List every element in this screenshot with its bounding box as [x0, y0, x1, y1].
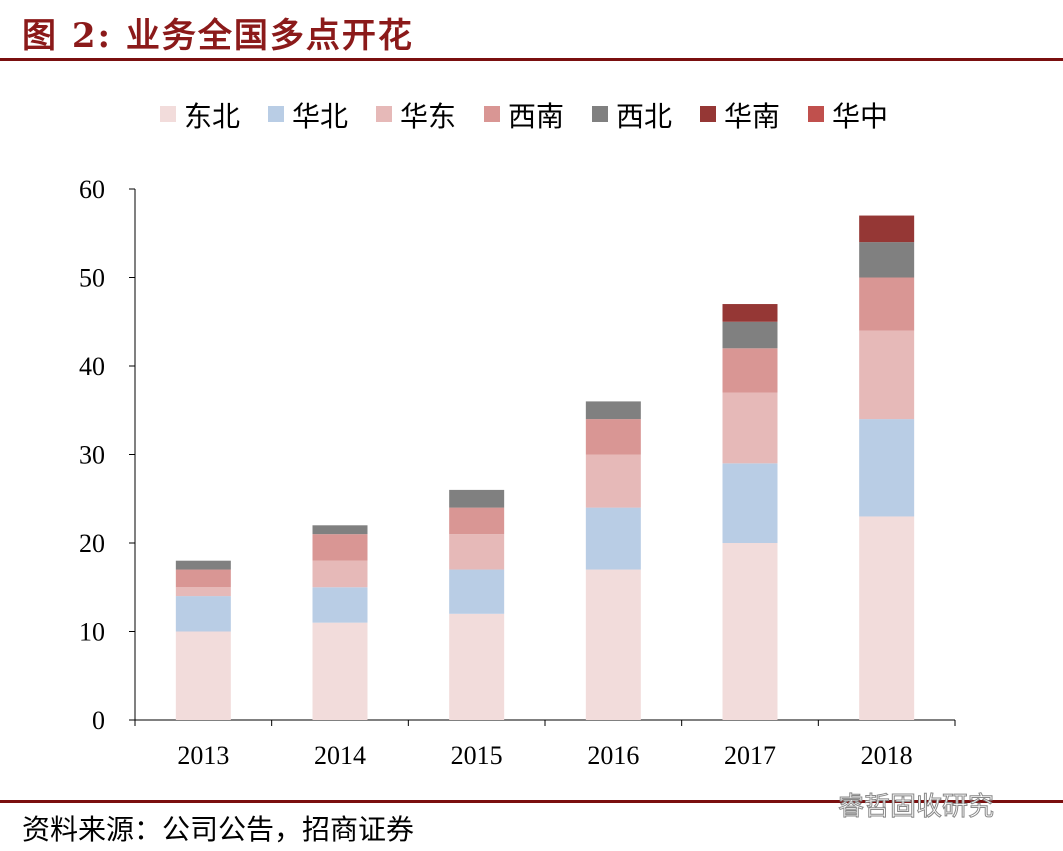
bar-segment-华东-2017	[722, 392, 778, 464]
bar-segment-华北-2016	[585, 507, 641, 570]
bar-segment-华东-2018	[859, 330, 915, 420]
bar-segment-华南-2018	[859, 215, 915, 243]
bar-segment-西南-2014	[312, 534, 368, 561]
legend-label: 西北	[616, 100, 672, 133]
bar-segment-东北-2016	[585, 569, 641, 720]
top-divider	[0, 58, 1063, 61]
legend-swatch	[268, 106, 284, 122]
bar-segment-西南-2016	[585, 419, 641, 455]
bar-segment-华南-2017	[722, 304, 778, 322]
x-tick-label: 2017	[724, 741, 776, 770]
bar-segment-东北-2013	[175, 631, 231, 720]
legend-item: 华中	[808, 100, 888, 133]
y-tick-label: 50	[79, 264, 105, 293]
bar-segment-东北-2017	[722, 543, 778, 720]
legend-label: 东北	[184, 100, 240, 133]
bar-segment-华北-2013	[175, 596, 231, 632]
legend-item: 西北	[592, 100, 672, 133]
bar-segment-西北-2015	[449, 489, 505, 508]
bar-segment-西南-2018	[859, 277, 915, 331]
figure-title: 图 2: 业务全国多点开花	[22, 16, 414, 56]
y-tick-label: 20	[79, 529, 105, 558]
bar-segment-东北-2014	[312, 622, 368, 720]
bar-segment-西北-2014	[312, 525, 368, 535]
x-tick-label: 2015	[451, 741, 503, 770]
source-note: 资料来源：公司公告，招商证券	[22, 813, 415, 846]
legend-item: 西南	[484, 100, 564, 133]
x-tick-label: 2016	[587, 741, 639, 770]
bar-segment-东北-2015	[449, 613, 505, 720]
y-tick-label: 60	[79, 175, 105, 204]
legend-item: 东北	[160, 100, 240, 133]
x-tick-label: 2013	[177, 741, 229, 770]
x-tick-label: 2018	[861, 741, 913, 770]
watermark: 睿哲固收研究	[837, 792, 995, 823]
legend-label: 华中	[832, 100, 888, 133]
bar-segment-华北-2018	[859, 419, 915, 517]
bar-segment-西南-2013	[175, 569, 231, 588]
x-tick-label: 2014	[314, 741, 366, 770]
legend-swatch	[484, 106, 500, 122]
bar-segment-西北-2017	[722, 321, 778, 349]
bar-segment-西北-2013	[175, 560, 231, 570]
bar-segment-华北-2017	[722, 463, 778, 543]
legend-item: 华东	[376, 100, 456, 133]
bar-segment-华东-2014	[312, 560, 368, 588]
legend-label: 华南	[724, 100, 780, 133]
legend-item: 华南	[700, 100, 780, 133]
legend-swatch	[808, 106, 824, 122]
y-tick-label: 30	[79, 441, 105, 470]
bar-segment-西北-2018	[859, 242, 915, 278]
legend-swatch	[376, 106, 392, 122]
y-tick-label: 0	[92, 706, 105, 735]
bottom-divider	[0, 800, 1063, 803]
bar-segment-西南-2015	[449, 507, 505, 535]
legend-swatch	[700, 106, 716, 122]
stacked-bar-chart: 0 10 20 30 40 50 60 2013 2014 2015 2016 2017 2018 东北 华…	[79, 100, 956, 770]
legend-label: 华东	[400, 100, 456, 133]
legend-swatch	[592, 106, 608, 122]
bar-segment-华东-2013	[175, 587, 231, 597]
bar-segment-华北-2014	[312, 587, 368, 623]
y-tick-label: 40	[79, 352, 105, 381]
legend-swatch	[160, 106, 176, 122]
legend-item: 华北	[268, 100, 348, 133]
bar-segment-华东-2015	[449, 534, 505, 570]
bar-segment-华东-2016	[585, 454, 641, 508]
bar-segment-东北-2018	[859, 516, 915, 720]
legend-label: 西南	[508, 100, 564, 133]
bar-segment-西南-2017	[722, 348, 778, 393]
y-tick-label: 10	[79, 618, 105, 647]
bar-segment-西北-2016	[585, 401, 641, 420]
bar-segment-华北-2015	[449, 569, 505, 614]
legend-label: 华北	[292, 100, 348, 133]
